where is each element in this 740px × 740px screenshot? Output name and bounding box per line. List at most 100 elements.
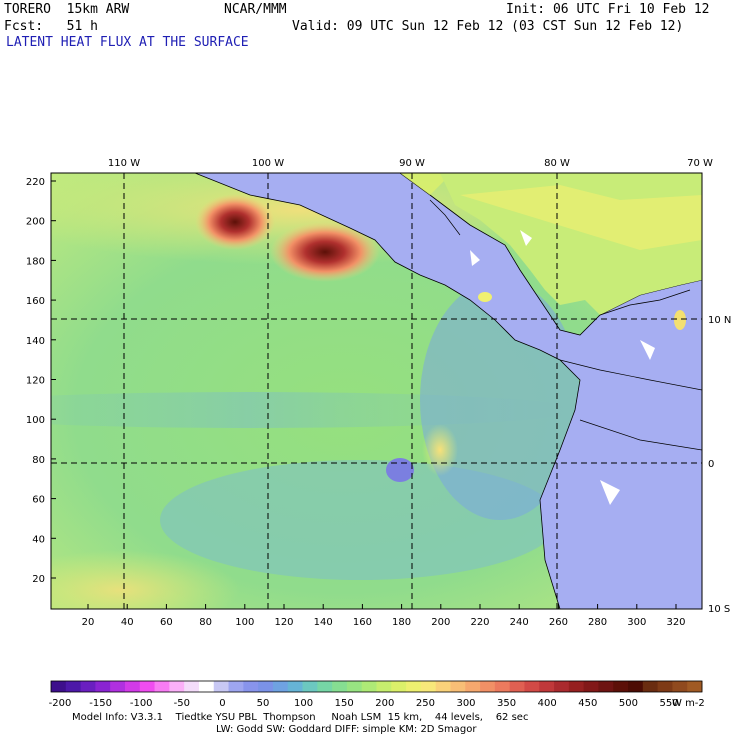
x-tick-label: 320 bbox=[666, 617, 685, 628]
x-tick-label: 20 bbox=[82, 617, 95, 628]
colorbar-frame bbox=[50, 680, 703, 693]
model-title: TORERO 15km ARW bbox=[4, 2, 130, 17]
x-tick-label: 40 bbox=[121, 617, 134, 628]
x-tick-label: 180 bbox=[392, 617, 411, 628]
colorbar-label: 450 bbox=[578, 698, 597, 709]
model-info-line1: Model Info: V3.3.1 Tiedtke YSU PBL Thomp… bbox=[72, 712, 529, 723]
org-label: NCAR/MMM bbox=[224, 2, 287, 17]
colorbar-swatch bbox=[302, 681, 318, 692]
colorbar-swatch bbox=[228, 681, 244, 692]
colorbar-swatch bbox=[554, 681, 570, 692]
colorbar-swatch bbox=[213, 681, 229, 692]
colorbar-swatch bbox=[198, 681, 215, 692]
colorbar-swatch bbox=[583, 681, 599, 692]
lon-label-70w: 70 W bbox=[687, 158, 713, 169]
lon-label-110w: 110 W bbox=[108, 158, 140, 169]
y-tick-label: 200 bbox=[26, 217, 45, 228]
colorbar-label: -50 bbox=[174, 698, 190, 709]
x-tick-label: 80 bbox=[199, 617, 212, 628]
y-tick-label: 60 bbox=[32, 495, 45, 506]
x-tick-label: 100 bbox=[235, 617, 254, 628]
colorbar-swatch bbox=[139, 681, 155, 692]
map-frame bbox=[50, 172, 703, 610]
colorbar-swatch bbox=[376, 681, 392, 692]
colorbar-swatch bbox=[450, 681, 466, 692]
colorbar-swatch bbox=[406, 681, 422, 692]
y-tick-label: 180 bbox=[26, 256, 45, 267]
colorbar-swatch bbox=[110, 681, 126, 692]
lat-label-10s: 10 S bbox=[708, 604, 730, 615]
frame-ticks bbox=[51, 180, 677, 609]
colorbar-label: 100 bbox=[294, 698, 313, 709]
y-tick-label: 100 bbox=[26, 415, 45, 426]
colorbar-swatch bbox=[613, 681, 629, 692]
colorbar-label: 0 bbox=[219, 698, 225, 709]
colorbar-swatch bbox=[420, 681, 437, 692]
colorbar-swatch bbox=[361, 681, 377, 692]
y-tick-label: 40 bbox=[32, 534, 45, 545]
x-tick-labels: 20 40 60 80 100 120 140 160 180 200 220 240 260 280 30… bbox=[82, 617, 686, 628]
colorbar-swatch bbox=[539, 681, 555, 692]
y-tick-label: 20 bbox=[32, 574, 45, 585]
colorbar-label: -200 bbox=[49, 698, 72, 709]
colorbar-swatch bbox=[243, 681, 259, 692]
colorbar-swatch bbox=[642, 681, 659, 692]
colorbar-swatch bbox=[598, 681, 614, 692]
colorbar-label: 300 bbox=[456, 698, 475, 709]
colorbar-swatch bbox=[51, 681, 67, 692]
colorbar-swatch bbox=[628, 681, 644, 692]
colorbar-swatch bbox=[169, 681, 185, 692]
lat-label-0: 0 bbox=[708, 459, 714, 470]
colorbar-label: 500 bbox=[619, 698, 638, 709]
colorbar-label: 250 bbox=[416, 698, 435, 709]
colorbar-swatch bbox=[65, 681, 81, 692]
colorbar-swatch bbox=[346, 681, 363, 692]
x-tick-label: 120 bbox=[274, 617, 293, 628]
map-field bbox=[51, 173, 702, 609]
colorbar-label: 150 bbox=[335, 698, 354, 709]
colorbar-swatch bbox=[657, 681, 673, 692]
lake-nicaragua bbox=[478, 292, 492, 302]
coastline-caribbean bbox=[599, 289, 691, 316]
colorbar-swatch bbox=[317, 681, 333, 692]
y-tick-label: 120 bbox=[26, 376, 45, 387]
y-tick-labels: 220 200 180 160 140 120 100 80 60 40 20 bbox=[26, 177, 45, 585]
latitude-labels: 10 N 0 10 S bbox=[708, 315, 731, 615]
colorbar-swatch bbox=[509, 681, 525, 692]
colorbar-swatch bbox=[435, 681, 451, 692]
colorbar-label: 50 bbox=[257, 698, 270, 709]
lon-label-80w: 80 W bbox=[544, 158, 570, 169]
colorbar-units: W m-2 bbox=[672, 698, 705, 709]
colorbar-label: -150 bbox=[89, 698, 112, 709]
caribbean-warm bbox=[460, 185, 702, 250]
colorbar-swatch bbox=[95, 681, 111, 692]
tehuantepec-max bbox=[195, 194, 275, 250]
country-borders bbox=[429, 199, 702, 451]
lake-maracaibo bbox=[674, 310, 686, 330]
colorbar-label: 200 bbox=[375, 698, 394, 709]
longitude-labels: 110 W 100 W 90 W 80 W 70 W bbox=[108, 158, 713, 169]
lat-lon-grid bbox=[51, 173, 702, 609]
lon-label-90w: 90 W bbox=[399, 158, 425, 169]
colorbar-swatch bbox=[184, 681, 200, 692]
colorbar-label: -100 bbox=[130, 698, 153, 709]
colorbar-swatch bbox=[154, 681, 170, 692]
galapagos-warm bbox=[422, 424, 458, 476]
colorbar-swatch bbox=[465, 681, 481, 692]
y-tick-label: 220 bbox=[26, 177, 45, 188]
colorbar-swatch bbox=[524, 681, 540, 692]
colorbar-label: 550 bbox=[659, 698, 678, 709]
yucatan-warm bbox=[320, 173, 470, 195]
y-tick-label: 80 bbox=[32, 455, 45, 466]
x-tick-label: 60 bbox=[160, 617, 173, 628]
colorbar-swatch bbox=[124, 681, 141, 692]
y-tick-label: 160 bbox=[26, 296, 45, 307]
lat-label-10n: 10 N bbox=[708, 315, 731, 326]
colorbar-swatch bbox=[687, 681, 703, 692]
colorbar-swatch bbox=[672, 681, 688, 692]
field-title: LATENT HEAT FLUX AT THE SURFACE bbox=[6, 35, 249, 50]
colorbar-swatch bbox=[272, 681, 289, 692]
colorbar-swatch bbox=[332, 681, 348, 692]
colorbar-labels: -200 -150 -100 -50 0 50 100 150 200 250 300 350 400 4… bbox=[49, 698, 679, 709]
